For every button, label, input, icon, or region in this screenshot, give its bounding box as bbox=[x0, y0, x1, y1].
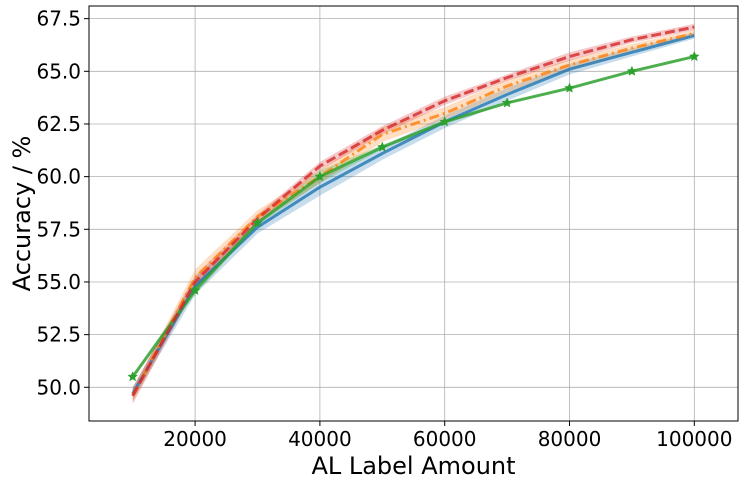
y-tick-label: 52.5 bbox=[36, 323, 81, 347]
series-4-line bbox=[131, 25, 695, 397]
x-axis-ticks: 20000 40000 60000 80000 100000 bbox=[163, 421, 732, 451]
series-3-star-marker bbox=[626, 65, 638, 76]
y-tick-label: 65.0 bbox=[36, 59, 81, 83]
series-3-line bbox=[131, 55, 695, 378]
series-3-star-marker bbox=[127, 371, 139, 382]
y-tick-label: 60.0 bbox=[36, 165, 81, 189]
series-3-star-marker bbox=[376, 141, 388, 152]
series-3-star-marker bbox=[688, 50, 700, 62]
y-tick-label: 50.0 bbox=[36, 375, 81, 399]
y-axis-ticks: 50.0 52.5 55.0 57.5 60.0 62.5 65.0 67.5 bbox=[36, 7, 89, 399]
x-tick-label: 20000 bbox=[163, 427, 227, 451]
series-lines bbox=[131, 25, 695, 397]
series-3-star-marker bbox=[252, 217, 263, 228]
y-axis-label: Accuracy / % bbox=[8, 136, 36, 292]
grid-lines bbox=[89, 6, 738, 421]
x-tick-label: 60000 bbox=[413, 427, 477, 451]
series-2-line bbox=[131, 31, 695, 397]
y-tick-label: 57.5 bbox=[36, 217, 81, 241]
x-tick-label: 100000 bbox=[656, 427, 732, 451]
series-3-star-marker bbox=[501, 97, 513, 108]
series-3-star-marker bbox=[564, 82, 575, 93]
y-tick-label: 55.0 bbox=[36, 270, 81, 294]
series-3-star-marker bbox=[314, 170, 326, 182]
series-3-star-marker bbox=[439, 116, 451, 127]
x-axis-label: AL Label Amount bbox=[311, 452, 515, 480]
y-tick-label: 67.5 bbox=[36, 7, 81, 31]
series-markers bbox=[127, 50, 700, 382]
y-tick-label: 62.5 bbox=[36, 112, 81, 136]
plot-frame bbox=[88, 5, 739, 422]
x-tick-label: 80000 bbox=[538, 427, 602, 451]
series-3-star-marker bbox=[189, 284, 201, 295]
x-tick-label: 40000 bbox=[288, 427, 352, 451]
